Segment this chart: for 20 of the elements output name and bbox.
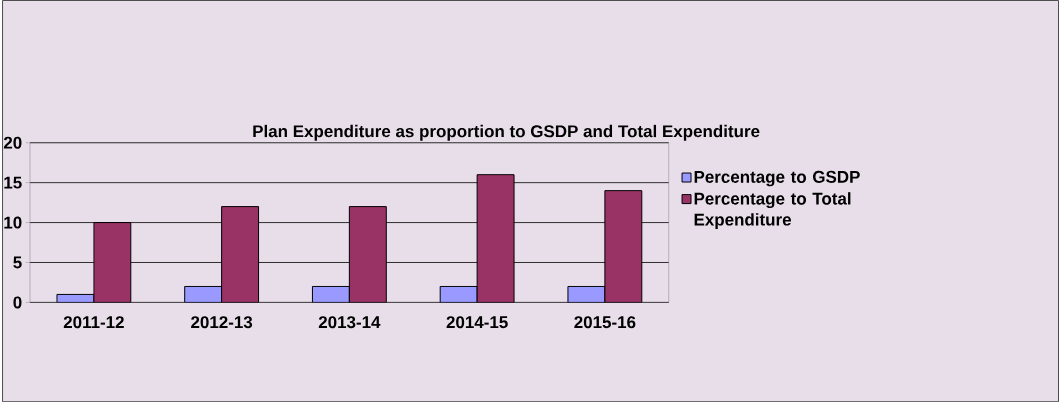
bar xyxy=(476,174,515,303)
y-tick-label: 15 xyxy=(4,176,22,189)
bar xyxy=(221,205,260,303)
bar xyxy=(93,221,132,303)
y-tick-label: 20 xyxy=(3,136,22,149)
bar xyxy=(348,205,387,303)
legend-label: Percentage to GSDP xyxy=(694,170,860,187)
legend-label: Percentage to Total Expenditure xyxy=(694,192,851,229)
bar xyxy=(311,285,350,303)
x-tick-label: 2011-12 xyxy=(63,316,124,329)
x-tick-label: 2015-16 xyxy=(574,316,636,329)
y-tick-label: 0 xyxy=(13,296,22,309)
bar xyxy=(604,190,643,303)
x-tick-label: 2012-13 xyxy=(191,316,253,329)
chart-title: Plan Expenditure as proportion to GSDP and Total Expenditure xyxy=(253,124,760,141)
x-tick-label: 2014-15 xyxy=(446,316,508,329)
bar xyxy=(184,285,223,303)
y-tick-label: 5 xyxy=(13,256,22,269)
y-tick-label: 10 xyxy=(4,216,22,229)
x-tick-label: 2013-14 xyxy=(318,316,381,329)
